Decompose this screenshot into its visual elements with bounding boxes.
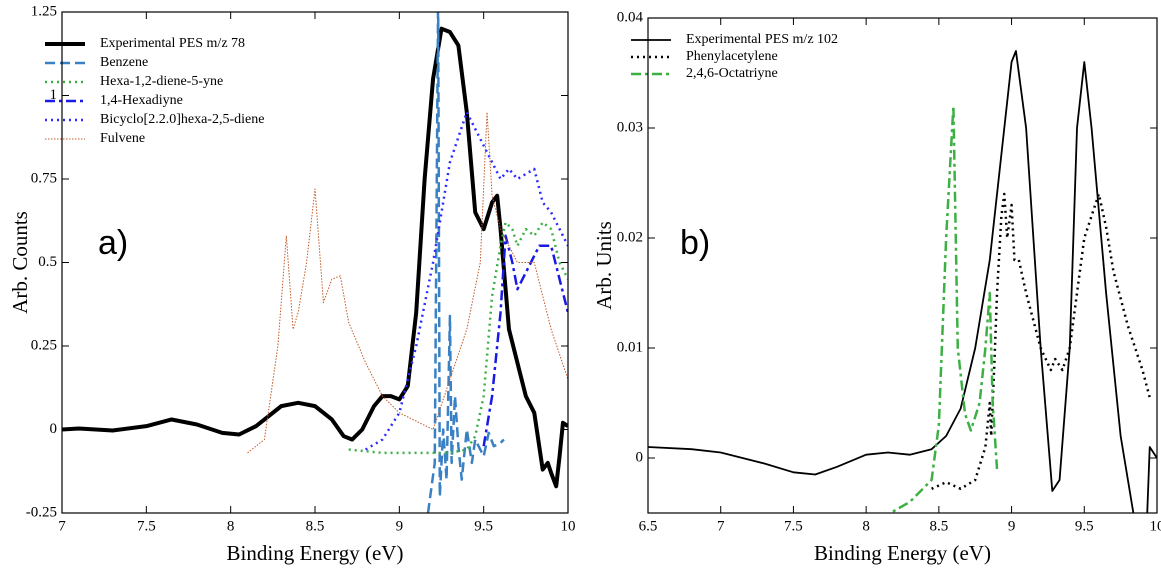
- series-line: [482, 234, 568, 447]
- panel-label: a): [98, 224, 128, 262]
- x-tick-label: 10: [1150, 518, 1161, 534]
- series-line: [931, 192, 1151, 491]
- x-tick-label: 7.5: [137, 518, 156, 534]
- x-tick-label: 7: [717, 518, 725, 534]
- y-tick-label: 0.04: [617, 9, 644, 25]
- x-tick-label: 8: [862, 518, 870, 534]
- y-axis-title: Arb. Counts: [8, 211, 32, 314]
- x-axis-title: Binding Energy (eV): [227, 541, 404, 565]
- y-tick-label: 1: [50, 87, 58, 103]
- x-tick-label: 9.5: [474, 518, 493, 534]
- plot-area: [648, 50, 1157, 513]
- y-tick-label: 0.03: [617, 119, 643, 135]
- x-tick-label: 9: [396, 518, 404, 534]
- legend-label: Phenylacetylene: [686, 49, 778, 64]
- y-axis-title: Arb. Units: [592, 221, 616, 310]
- x-tick-label: 8.5: [306, 518, 325, 534]
- x-tick-label: 7: [58, 518, 66, 534]
- x-tick-label: 9.5: [1075, 518, 1094, 534]
- legend-label: Benzene: [100, 55, 148, 70]
- y-tick-label: 0.25: [31, 337, 57, 353]
- x-axis-title: Binding Energy (eV): [814, 541, 991, 565]
- plot-frame: [647, 17, 1158, 514]
- x-tick-label: 10: [561, 518, 576, 534]
- legend-label: 2,4,6-Octatriyne: [686, 66, 778, 81]
- series-line: [364, 110, 568, 451]
- x-tick-label: 7.5: [784, 518, 803, 534]
- y-tick-label: 0: [50, 421, 58, 437]
- y-tick-label: 0.02: [617, 229, 643, 245]
- x-tick-label: 8.5: [929, 518, 948, 534]
- legend-label: Hexa-1,2-diene-5-yne: [100, 74, 223, 89]
- x-tick-label: 8: [227, 518, 235, 534]
- y-tick-label: 0.5: [38, 254, 57, 270]
- y-tick-label: -0.25: [26, 504, 57, 520]
- x-tick-label: 6.5: [639, 518, 658, 534]
- series-line: [247, 111, 568, 454]
- y-tick-label: 0.75: [31, 170, 57, 186]
- legend-label: Fulvene: [100, 131, 145, 146]
- series-line: [426, 12, 505, 513]
- y-tick-label: 0: [636, 449, 644, 465]
- legend-label: Experimental PES m/z 102: [686, 32, 838, 47]
- y-tick-label: 1.25: [31, 3, 57, 19]
- plot-frame: [61, 11, 569, 514]
- x-tick-label: 9: [1008, 518, 1016, 534]
- series-line: [648, 50, 1157, 513]
- plot-area: [62, 12, 568, 513]
- legend-label: 1,4-Hexadiyne: [100, 93, 183, 108]
- panel-label: b): [680, 224, 710, 262]
- legend-label: Bicyclo[2.2.0]hexa-2,5-diene: [100, 112, 264, 127]
- legend-label: Experimental PES m/z 78: [100, 36, 245, 51]
- series-line: [887, 104, 999, 513]
- y-tick-label: 0.01: [617, 339, 643, 355]
- series-line: [62, 26, 568, 489]
